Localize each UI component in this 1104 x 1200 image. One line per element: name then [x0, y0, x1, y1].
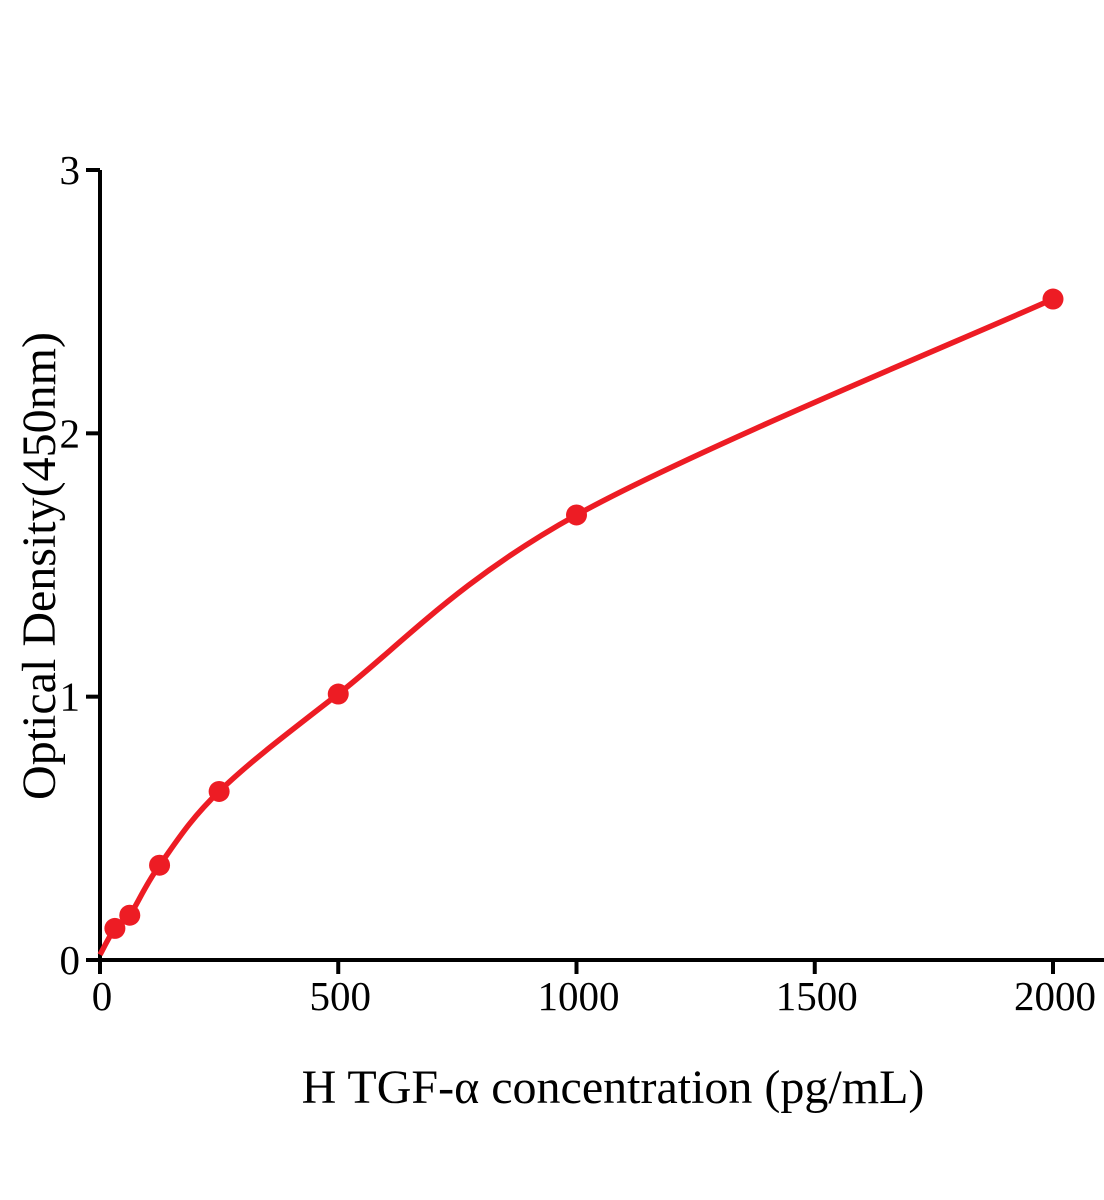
- data-point: [566, 504, 587, 526]
- data-series: [97, 288, 1064, 957]
- x-tick-label: 500: [310, 973, 372, 1019]
- data-point: [119, 904, 141, 926]
- data-point: [104, 917, 126, 939]
- x-tick-label: 2000: [1014, 973, 1096, 1019]
- data-point: [208, 780, 230, 802]
- y-tick-label: 3: [60, 147, 81, 193]
- x-tick-label: 0: [92, 973, 113, 1019]
- x-tick-label: 1500: [776, 973, 858, 1019]
- tick-marks: [86, 168, 1055, 974]
- x-axis-title: H TGF-α concentration (pg/mL): [302, 1061, 925, 1114]
- data-point: [149, 854, 171, 876]
- y-axis-title: Optical Density(450nm): [13, 332, 66, 800]
- data-point: [1042, 288, 1064, 310]
- y-tick-label: 1: [60, 674, 81, 720]
- fit-curve: [97, 296, 1055, 957]
- data-point: [327, 683, 349, 705]
- y-tick-label: 2: [60, 410, 81, 456]
- tick-labels: 0 500 1000 1500 2000 0 1 2 3: [60, 147, 1097, 1019]
- y-tick-label: 0: [60, 937, 81, 983]
- axes: [98, 170, 1104, 962]
- x-tick-label: 1000: [538, 973, 620, 1019]
